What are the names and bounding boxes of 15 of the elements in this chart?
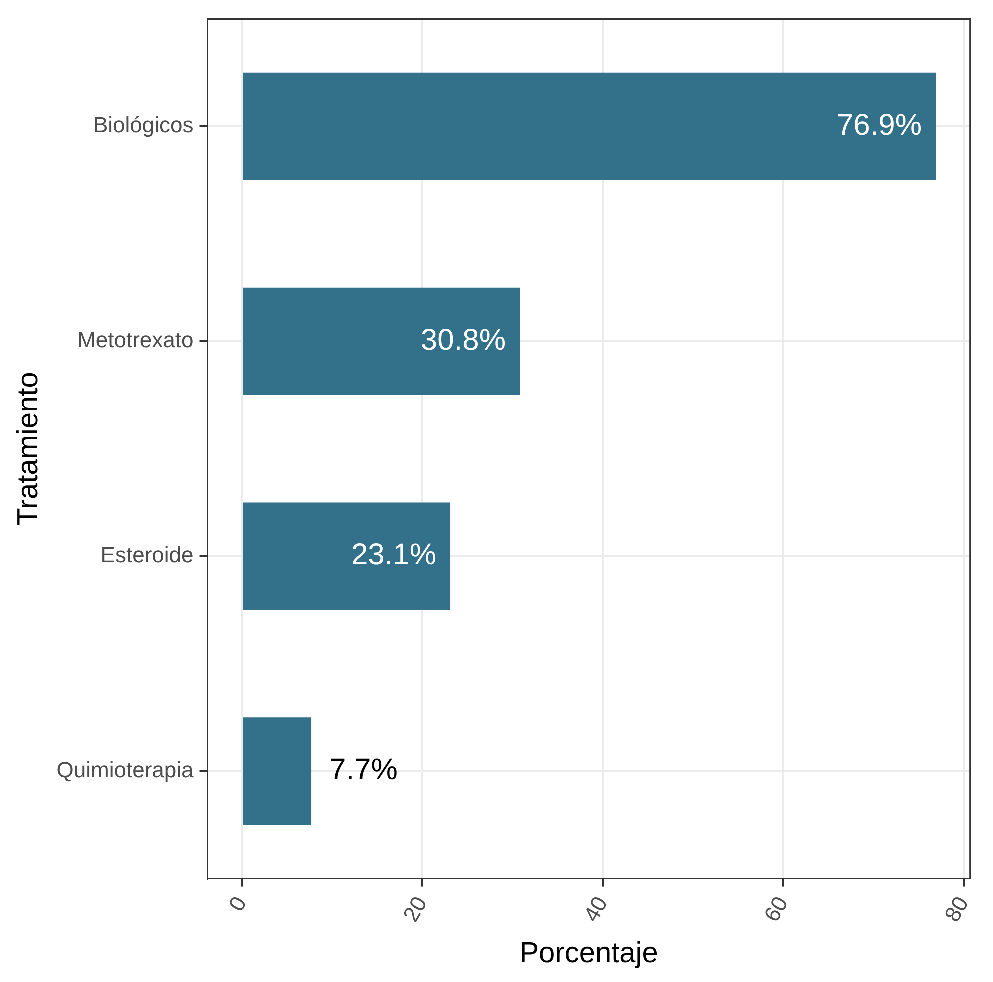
y-tick-label: Quimioterapia: [56, 757, 195, 782]
x-tick-label: 40: [578, 892, 613, 926]
data-label: 7.7%: [330, 754, 398, 787]
y-tick-label: Biológicos: [93, 112, 194, 138]
x-axis-title: Porcentaje: [520, 938, 658, 970]
y-axis-title: Tratamiento: [12, 372, 44, 526]
x-tick-label: 0: [224, 892, 252, 916]
x-tick-label: 60: [759, 892, 794, 926]
data-label: 30.8%: [420, 324, 506, 357]
x-tick-label: 80: [940, 892, 974, 926]
x-tick-label: 20: [398, 892, 432, 926]
y-tick-label: Esteroide: [100, 542, 194, 568]
y-tick-label: Metotrexato: [78, 328, 194, 353]
data-label: 76.9%: [836, 108, 922, 142]
data-label: 23.1%: [351, 538, 437, 572]
